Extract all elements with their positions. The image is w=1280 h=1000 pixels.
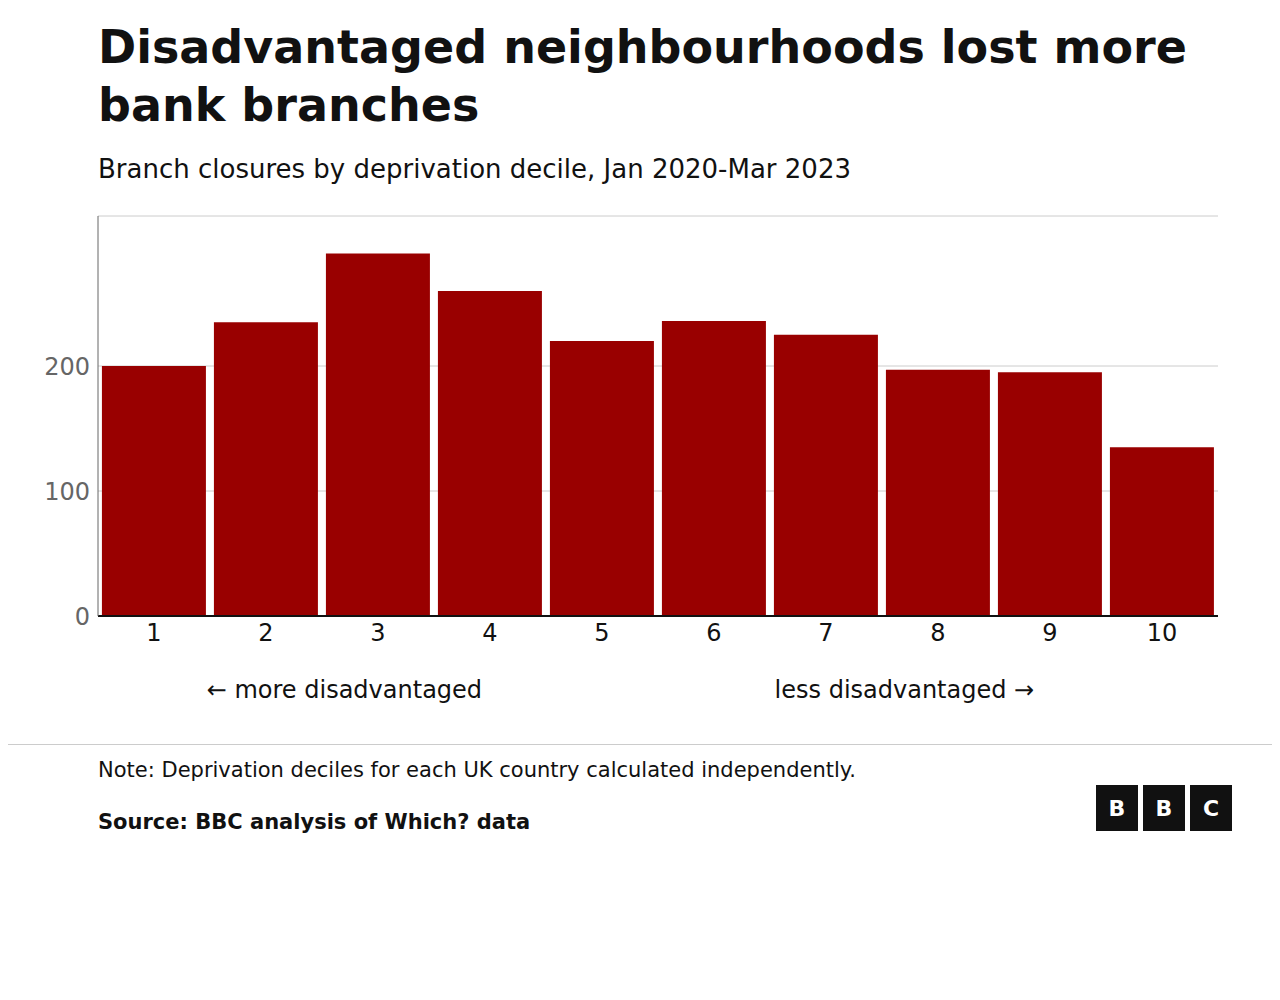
- html-text:less disadvantaged →: less disadvantaged →: [774, 676, 1035, 704]
- svg-text:6: 6: [706, 619, 721, 647]
- svg-text:3: 3: [370, 619, 385, 647]
- svg-text:7: 7: [818, 619, 833, 647]
- svg-text:8: 8: [930, 619, 945, 647]
- svg-text:200: 200: [44, 353, 90, 381]
- html-text:← more disadvantaged: ← more disadvantaged: [206, 676, 483, 704]
- html-text:B: B: [1108, 795, 1126, 821]
- html-text:Source: BBC analysis of Which?: Source: BBC analysis of Which? data: [98, 810, 531, 834]
- html-text:Note: Deprivation deciles for: Note: Deprivation deciles for each UK co…: [98, 758, 856, 782]
- html-text:Disadvantaged neighbourhoods l: Disadvantaged neighbourhoods lost more: [98, 20, 1187, 74]
- svg-text:0: 0: [75, 603, 90, 631]
- html-text:B: B: [1155, 795, 1173, 821]
- html-text:Branch closures by deprivation: Branch closures by deprivation decile, J…: [98, 154, 851, 184]
- svg-text:100: 100: [44, 478, 90, 506]
- svg-text:9: 9: [1042, 619, 1057, 647]
- html-text:bank branches: bank branches: [98, 78, 480, 132]
- svg-text:2: 2: [258, 619, 273, 647]
- svg-text:10: 10: [1147, 619, 1178, 647]
- html-text:C: C: [1202, 795, 1220, 821]
- svg-text:4: 4: [482, 619, 497, 647]
- svg-text:5: 5: [594, 619, 609, 647]
- svg-text:1: 1: [146, 619, 161, 647]
